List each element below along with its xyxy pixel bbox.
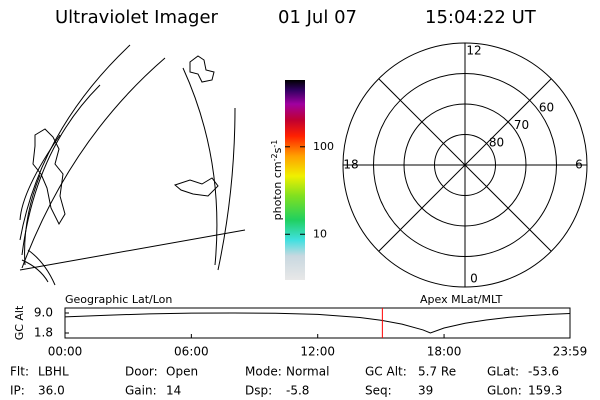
- info-value: LBHL: [38, 365, 69, 379]
- info-value: -53.6: [528, 365, 559, 379]
- x-tick-label: 00:00: [48, 345, 83, 359]
- y-axis-label: GC Alt: [13, 305, 26, 340]
- polar-ring: [403, 103, 527, 227]
- altitude-line: [64, 312, 571, 334]
- info-label: Seq:: [365, 384, 392, 398]
- info-value: Open: [166, 365, 198, 379]
- info-value: 14: [166, 384, 181, 398]
- polar-ring: [373, 73, 557, 257]
- mlt-label: 12: [466, 44, 481, 58]
- x-tick-label: 23:59: [553, 345, 588, 359]
- polar-ring: [434, 134, 496, 196]
- info-label: Gain:: [125, 384, 157, 398]
- info-label: Door:: [125, 365, 158, 379]
- colorbar-label: photon cm-2s-1: [270, 140, 285, 221]
- mlat-label: 70: [514, 118, 529, 132]
- unit: s: [271, 147, 284, 153]
- info-value: 159.3: [528, 384, 562, 398]
- mlat-label: 60: [539, 100, 554, 114]
- info-label: GC Alt:: [365, 365, 407, 379]
- map-label: Geographic Lat/Lon: [65, 293, 172, 306]
- date: 01 Jul 07: [278, 7, 357, 28]
- info-value: -5.8: [286, 384, 309, 398]
- x-tick-label: 12:00: [300, 345, 335, 359]
- info-label: Flt:: [10, 365, 29, 379]
- strip-frame: [64, 307, 571, 339]
- title: Ultraviolet Imager: [55, 7, 219, 28]
- polar-label: Apex MLat/MLT: [420, 293, 503, 306]
- info-value: 5.7 Re: [418, 365, 456, 379]
- colorbar-tick-label: 10: [313, 227, 327, 240]
- polar-ring: [342, 42, 588, 288]
- x-tick-label: 18:00: [427, 345, 462, 359]
- info-label: Dsp:: [245, 384, 272, 398]
- mlt-label: 0: [470, 272, 478, 286]
- mlat-label: 80: [489, 135, 504, 149]
- time: 15:04:22 UT: [425, 7, 537, 28]
- info-label: Mode:: [245, 365, 282, 379]
- unit: photon cm: [271, 161, 284, 220]
- colorbar: [285, 80, 305, 280]
- info-label: GLat:: [487, 365, 519, 379]
- info-label: IP:: [10, 384, 25, 398]
- info-value: 39: [418, 384, 433, 398]
- mlt-label: 6: [575, 158, 583, 172]
- info-value: Normal: [286, 365, 329, 379]
- y-tick-label: 1.8: [34, 326, 53, 340]
- info-value: 36.0: [38, 384, 65, 398]
- unit-exp: -1: [270, 140, 279, 148]
- unit-exp: -2: [270, 153, 279, 161]
- polar-plot: [343, 43, 587, 287]
- x-tick-label: 06:00: [174, 345, 209, 359]
- info-label: GLon:: [487, 384, 522, 398]
- y-tick-label: 9.0: [34, 306, 53, 320]
- mlt-label: 18: [343, 158, 358, 172]
- colorbar-tick-label: 100: [313, 140, 334, 153]
- map: [19, 44, 246, 286]
